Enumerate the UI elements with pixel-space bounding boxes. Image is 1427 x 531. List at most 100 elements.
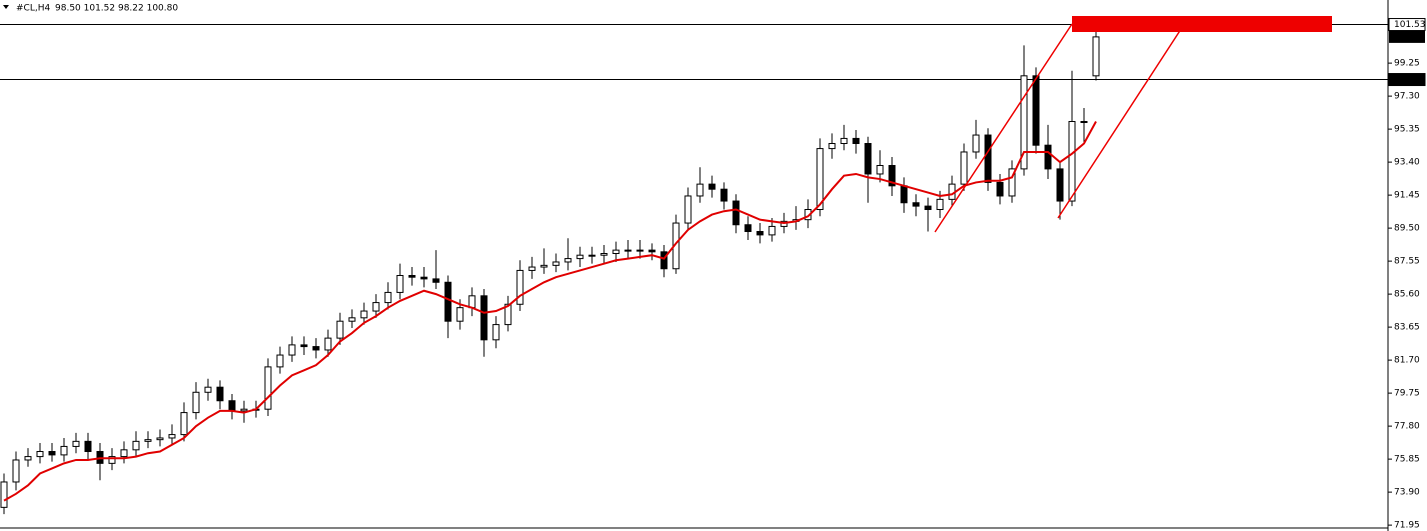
candle-body (420, 276, 428, 280)
candle-body (288, 344, 296, 356)
candle-body (540, 264, 548, 268)
candle-body (204, 386, 212, 393)
candle-body (84, 440, 92, 453)
candle-body (864, 143, 872, 175)
candle-body (648, 249, 656, 253)
dropdown-icon[interactable] (3, 5, 9, 9)
y-tick-label: 97.30 (1394, 92, 1420, 102)
candle-body (1008, 168, 1016, 197)
candle-body (180, 412, 188, 436)
candle-body (60, 445, 68, 456)
candle-body (612, 249, 620, 255)
candle-body (0, 481, 8, 508)
candle-body (528, 266, 536, 271)
y-tick-label: 99.25 (1394, 59, 1420, 69)
channel-line (934, 23, 1073, 233)
candle-body (720, 188, 728, 202)
candle-body (360, 310, 368, 319)
candle-body (396, 275, 404, 293)
candle-body (1020, 75, 1028, 170)
candle-body (1092, 36, 1100, 77)
candle-body (972, 134, 980, 153)
moving-average (3, 121, 1097, 502)
candle-body (576, 254, 584, 260)
candle-body (132, 440, 140, 451)
candle-body (768, 225, 776, 236)
price-label-box (1389, 30, 1425, 43)
resistance-zone (1072, 16, 1332, 32)
candle-body (408, 275, 416, 278)
level-label-box (1388, 18, 1426, 32)
candle-body (108, 456, 116, 464)
candle-body (876, 165, 884, 175)
candle-body (840, 137, 848, 145)
candle-body (192, 391, 200, 414)
candle-body (456, 307, 464, 322)
candle-body (756, 231, 764, 236)
candle-body (384, 291, 392, 304)
candle-body (432, 278, 440, 283)
candle-body (228, 400, 236, 412)
plot (0, 24, 1388, 515)
y-tick-label: 79.75 (1394, 389, 1420, 399)
candle-body (168, 434, 176, 439)
candle-body (12, 459, 20, 483)
y-tick-label: 71.95 (1394, 521, 1420, 531)
candle-body (708, 183, 716, 190)
candle-body (1068, 121, 1076, 202)
y-tick-label: 75.85 (1394, 455, 1420, 465)
y-tick-label: 73.90 (1394, 488, 1420, 498)
candle-body (828, 143, 836, 150)
candle-body (312, 346, 320, 351)
level-label-box (1388, 73, 1426, 87)
candle-body (372, 302, 380, 312)
price-label: 100.80 (1394, 32, 1426, 42)
candle-body (72, 440, 80, 447)
candle-body (36, 451, 44, 458)
y-tick-label: 87.55 (1394, 257, 1420, 267)
symbol-label: #CL,H4 (16, 4, 50, 14)
plot-area (0, 0, 1388, 528)
candle-body (588, 254, 596, 257)
candle-body (1032, 75, 1040, 146)
candle-body (744, 224, 752, 233)
candle-body (324, 337, 332, 351)
candle-body (732, 200, 740, 226)
candle-body (348, 317, 356, 322)
candle-body (516, 269, 524, 305)
y-tick-label: 91.45 (1394, 191, 1420, 201)
candle-body (492, 324, 500, 341)
candle-body (468, 295, 476, 309)
candle-body (912, 202, 920, 207)
candle-body (960, 151, 968, 185)
candle-body (624, 249, 632, 252)
candle-body (1056, 168, 1064, 202)
candle-body (24, 456, 32, 461)
candle-body (660, 251, 668, 270)
candle-body (984, 134, 992, 183)
candle-body (240, 408, 248, 412)
candle-body (600, 253, 608, 256)
candle-body (504, 303, 512, 326)
y-tick-label: 85.60 (1394, 290, 1420, 300)
candle-body (264, 366, 272, 410)
candle-body (936, 198, 944, 211)
candle-body (120, 449, 128, 458)
candle-body (924, 205, 932, 211)
candle-body (276, 354, 284, 368)
candle-body (144, 439, 152, 442)
level-label: 98.28 (1394, 75, 1420, 85)
ohlc-label: 98.50 101.52 98.22 100.80 (55, 4, 178, 14)
candle-body (552, 261, 560, 266)
y-tick-label: 89.50 (1394, 224, 1420, 234)
candle-body (1044, 144, 1052, 170)
candle-body (684, 195, 692, 224)
y-tick-label: 93.40 (1394, 158, 1420, 168)
candle-body (156, 437, 164, 441)
candle-body (888, 165, 896, 187)
y-tick-label: 83.65 (1394, 323, 1420, 333)
candle-body (996, 181, 1004, 197)
candle-body (444, 281, 452, 322)
